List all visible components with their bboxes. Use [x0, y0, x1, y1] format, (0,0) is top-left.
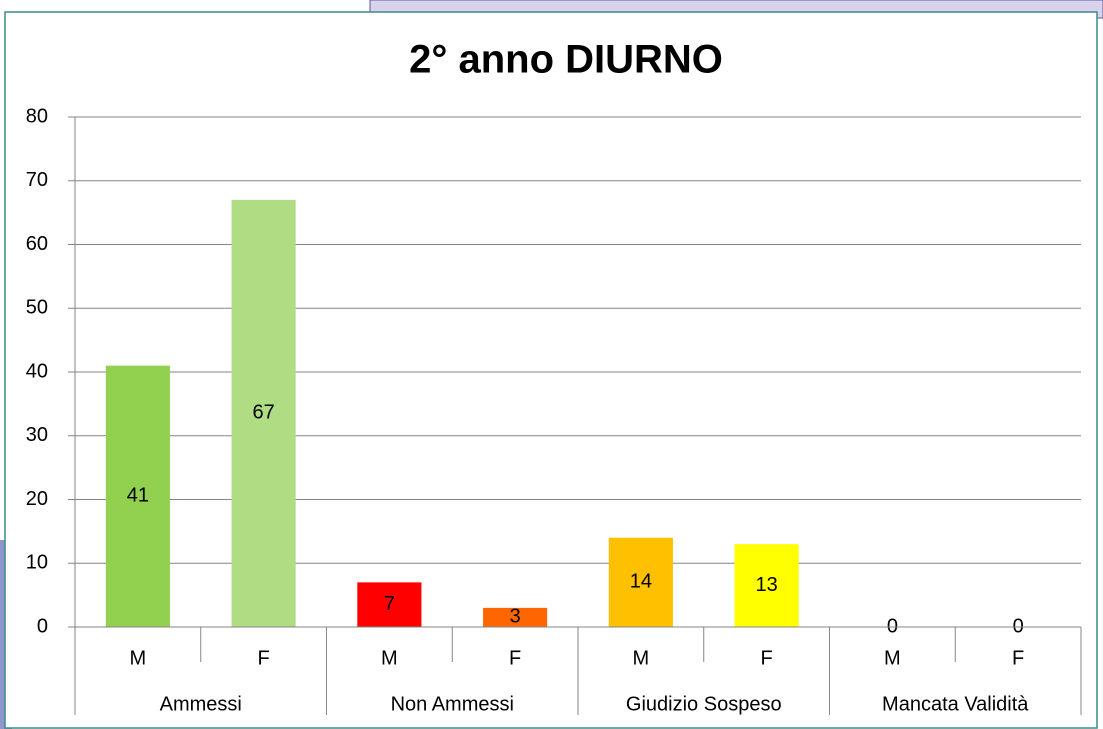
y-tick-label: 30	[26, 424, 48, 446]
bar	[231, 199, 296, 627]
x-tick-label: M	[381, 647, 398, 669]
y-tick-label: 60	[26, 233, 48, 255]
y-tick-label: 40	[26, 360, 48, 382]
data-label: 0	[1013, 615, 1024, 637]
data-label: 0	[887, 615, 898, 637]
chart-frame	[4, 11, 1098, 729]
data-label: 7	[384, 593, 395, 615]
data-label: 14	[630, 571, 652, 593]
x-tick-label: F	[258, 647, 270, 669]
bar	[105, 365, 170, 627]
y-tick-label: 0	[37, 615, 48, 637]
x-tick-label: M	[633, 647, 650, 669]
bar	[483, 607, 548, 627]
x-tick-label: F	[509, 647, 521, 669]
y-tick-label: 10	[26, 552, 48, 574]
data-label: 3	[510, 606, 521, 628]
group-label: Non Ammessi	[391, 693, 514, 715]
x-tick-label: M	[884, 647, 901, 669]
group-label: Mancata Validità	[882, 693, 1029, 715]
x-tick-label: M	[130, 647, 147, 669]
group-label: Giudizio Sospeso	[626, 693, 782, 715]
bar	[357, 582, 422, 627]
x-tick-label: F	[1012, 647, 1024, 669]
x-tick-label: F	[761, 647, 773, 669]
y-tick-label: 50	[26, 297, 48, 319]
chart-title: 2° anno DIURNO	[409, 38, 723, 82]
y-tick-label: 80	[26, 105, 48, 127]
data-label: 13	[756, 574, 778, 596]
data-label: 67	[253, 402, 275, 424]
bar	[608, 537, 673, 627]
group-label: Ammessi	[160, 693, 242, 715]
data-label: 41	[127, 485, 149, 507]
bar	[734, 544, 799, 627]
y-tick-label: 20	[26, 488, 48, 510]
y-tick-label: 70	[26, 169, 48, 191]
